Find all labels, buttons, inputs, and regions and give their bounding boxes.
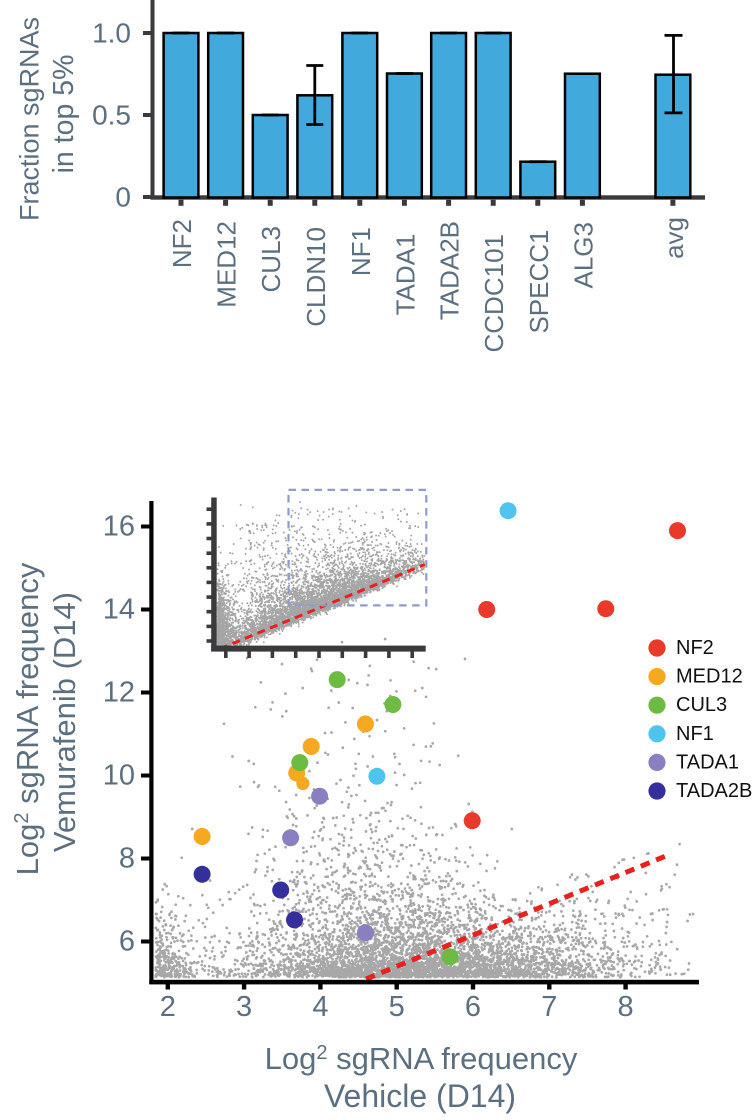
svg-text:CLDN10: CLDN10: [301, 227, 331, 327]
svg-text:0: 0: [115, 182, 131, 213]
svg-text:Vehicle (D14): Vehicle (D14): [324, 1078, 516, 1114]
svg-text:TADA2B: TADA2B: [676, 780, 752, 802]
svg-text:Vemurafenib (D14): Vemurafenib (D14): [47, 592, 82, 852]
svg-text:Log2 sgRNA frequency: Log2 sgRNA frequency: [10, 562, 45, 875]
svg-text:TADA1: TADA1: [676, 751, 739, 773]
svg-text:avg: avg: [659, 217, 689, 259]
svg-text:8: 8: [119, 843, 135, 875]
svg-text:TADA2B: TADA2B: [435, 221, 465, 320]
svg-text:SPECC1: SPECC1: [524, 230, 554, 334]
svg-text:8: 8: [618, 991, 634, 1023]
svg-text:1.0: 1.0: [92, 18, 131, 49]
svg-text:MED12: MED12: [212, 221, 242, 308]
svg-text:2: 2: [160, 991, 176, 1023]
svg-text:Log2 sgRNA frequency: Log2 sgRNA frequency: [265, 1041, 578, 1076]
svg-text:10: 10: [103, 760, 135, 792]
svg-text:MED12: MED12: [676, 666, 743, 688]
svg-text:TADA1: TADA1: [390, 234, 420, 316]
svg-text:NF1: NF1: [676, 723, 714, 745]
svg-text:0.5: 0.5: [92, 100, 131, 131]
svg-text:in top 5%: in top 5%: [48, 55, 80, 174]
svg-text:3: 3: [236, 991, 252, 1023]
svg-text:16: 16: [103, 511, 135, 543]
svg-text:Fraction sgRNAs: Fraction sgRNAs: [15, 17, 45, 221]
svg-text:ALG3: ALG3: [568, 222, 598, 289]
svg-text:7: 7: [541, 991, 557, 1023]
svg-text:14: 14: [103, 594, 135, 626]
svg-text:NF2: NF2: [167, 219, 197, 268]
svg-text:6: 6: [465, 991, 481, 1023]
svg-text:NF1: NF1: [346, 227, 376, 276]
svg-text:4: 4: [312, 991, 328, 1023]
svg-text:5: 5: [389, 991, 405, 1023]
svg-text:6: 6: [119, 926, 135, 958]
svg-text:NF2: NF2: [676, 637, 714, 659]
svg-text:12: 12: [103, 677, 135, 709]
svg-text:CUL3: CUL3: [256, 226, 286, 292]
svg-text:CUL3: CUL3: [676, 694, 727, 716]
svg-text:CCDC101: CCDC101: [479, 234, 509, 353]
